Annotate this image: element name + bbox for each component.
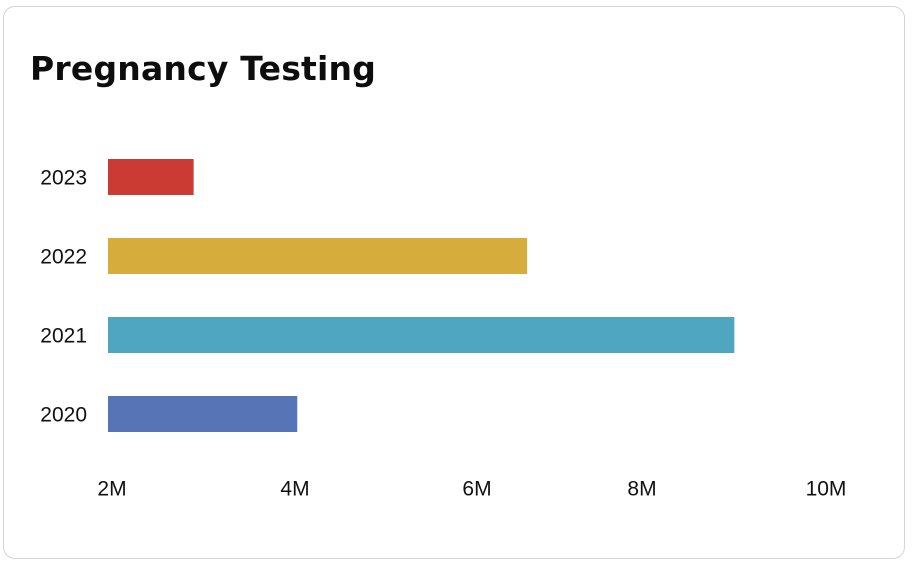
y-tick-label-2022: 2022 xyxy=(40,246,87,269)
y-tick-label-2020: 2020 xyxy=(40,404,87,427)
bar-2020[interactable] xyxy=(108,396,298,432)
chart-card: Pregnancy Testing xyxy=(3,6,905,559)
x-tick-label-6M: 6M xyxy=(462,478,491,501)
y-tick-label-2023: 2023 xyxy=(40,167,87,190)
bars xyxy=(108,159,735,432)
x-tick-label-8M: 8M xyxy=(627,478,656,501)
bar-2022[interactable] xyxy=(108,238,528,274)
x-tick-label-10M: 10M xyxy=(806,478,847,501)
x-tick-label-4M: 4M xyxy=(280,478,309,501)
x-tick-label-2M: 2M xyxy=(97,478,126,501)
y-axis-labels: 2023 2022 2021 2020 xyxy=(40,167,87,427)
bar-2023[interactable] xyxy=(108,159,194,195)
y-tick-label-2021: 2021 xyxy=(40,325,87,348)
chart-title: Pregnancy Testing xyxy=(30,49,377,88)
bar-2021[interactable] xyxy=(108,317,735,353)
x-axis-labels: 2M 4M 6M 8M 10M xyxy=(97,478,846,501)
